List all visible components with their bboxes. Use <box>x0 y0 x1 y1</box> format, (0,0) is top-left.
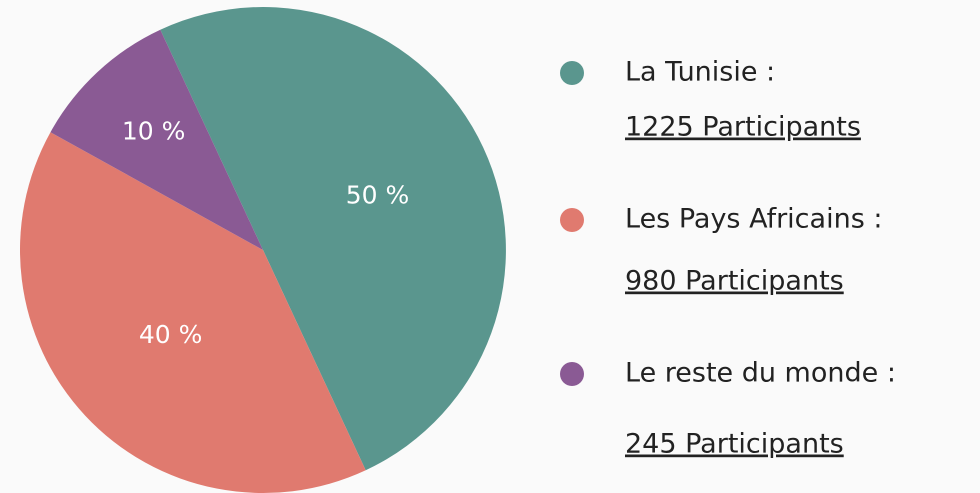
legend-label: Le reste du monde : <box>625 358 896 389</box>
legend-detail: 1225 Participants <box>625 112 861 143</box>
data-label: 10 % <box>122 117 186 146</box>
legend-marker <box>560 208 584 232</box>
legend-label: La Tunisie : <box>625 57 775 88</box>
legend-label: Les Pays Africains : <box>625 204 882 235</box>
data-label: 40 % <box>139 320 203 349</box>
legend-marker <box>560 61 584 85</box>
pie-slice <box>20 132 366 493</box>
pie-slice <box>160 7 506 471</box>
pie-slice <box>50 29 264 250</box>
data-label: 50 % <box>346 181 410 210</box>
legend-detail: 980 Participants <box>625 266 844 297</box>
legend-detail: 245 Participants <box>625 429 844 460</box>
legend-marker <box>560 362 584 386</box>
